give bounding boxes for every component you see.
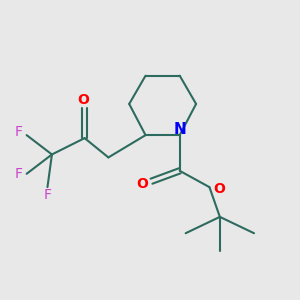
Text: N: N [173,122,186,137]
Text: O: O [213,182,225,196]
Text: F: F [14,125,22,139]
Text: O: O [136,177,148,190]
Text: F: F [14,167,22,181]
Text: O: O [77,93,89,107]
Text: F: F [44,188,52,203]
